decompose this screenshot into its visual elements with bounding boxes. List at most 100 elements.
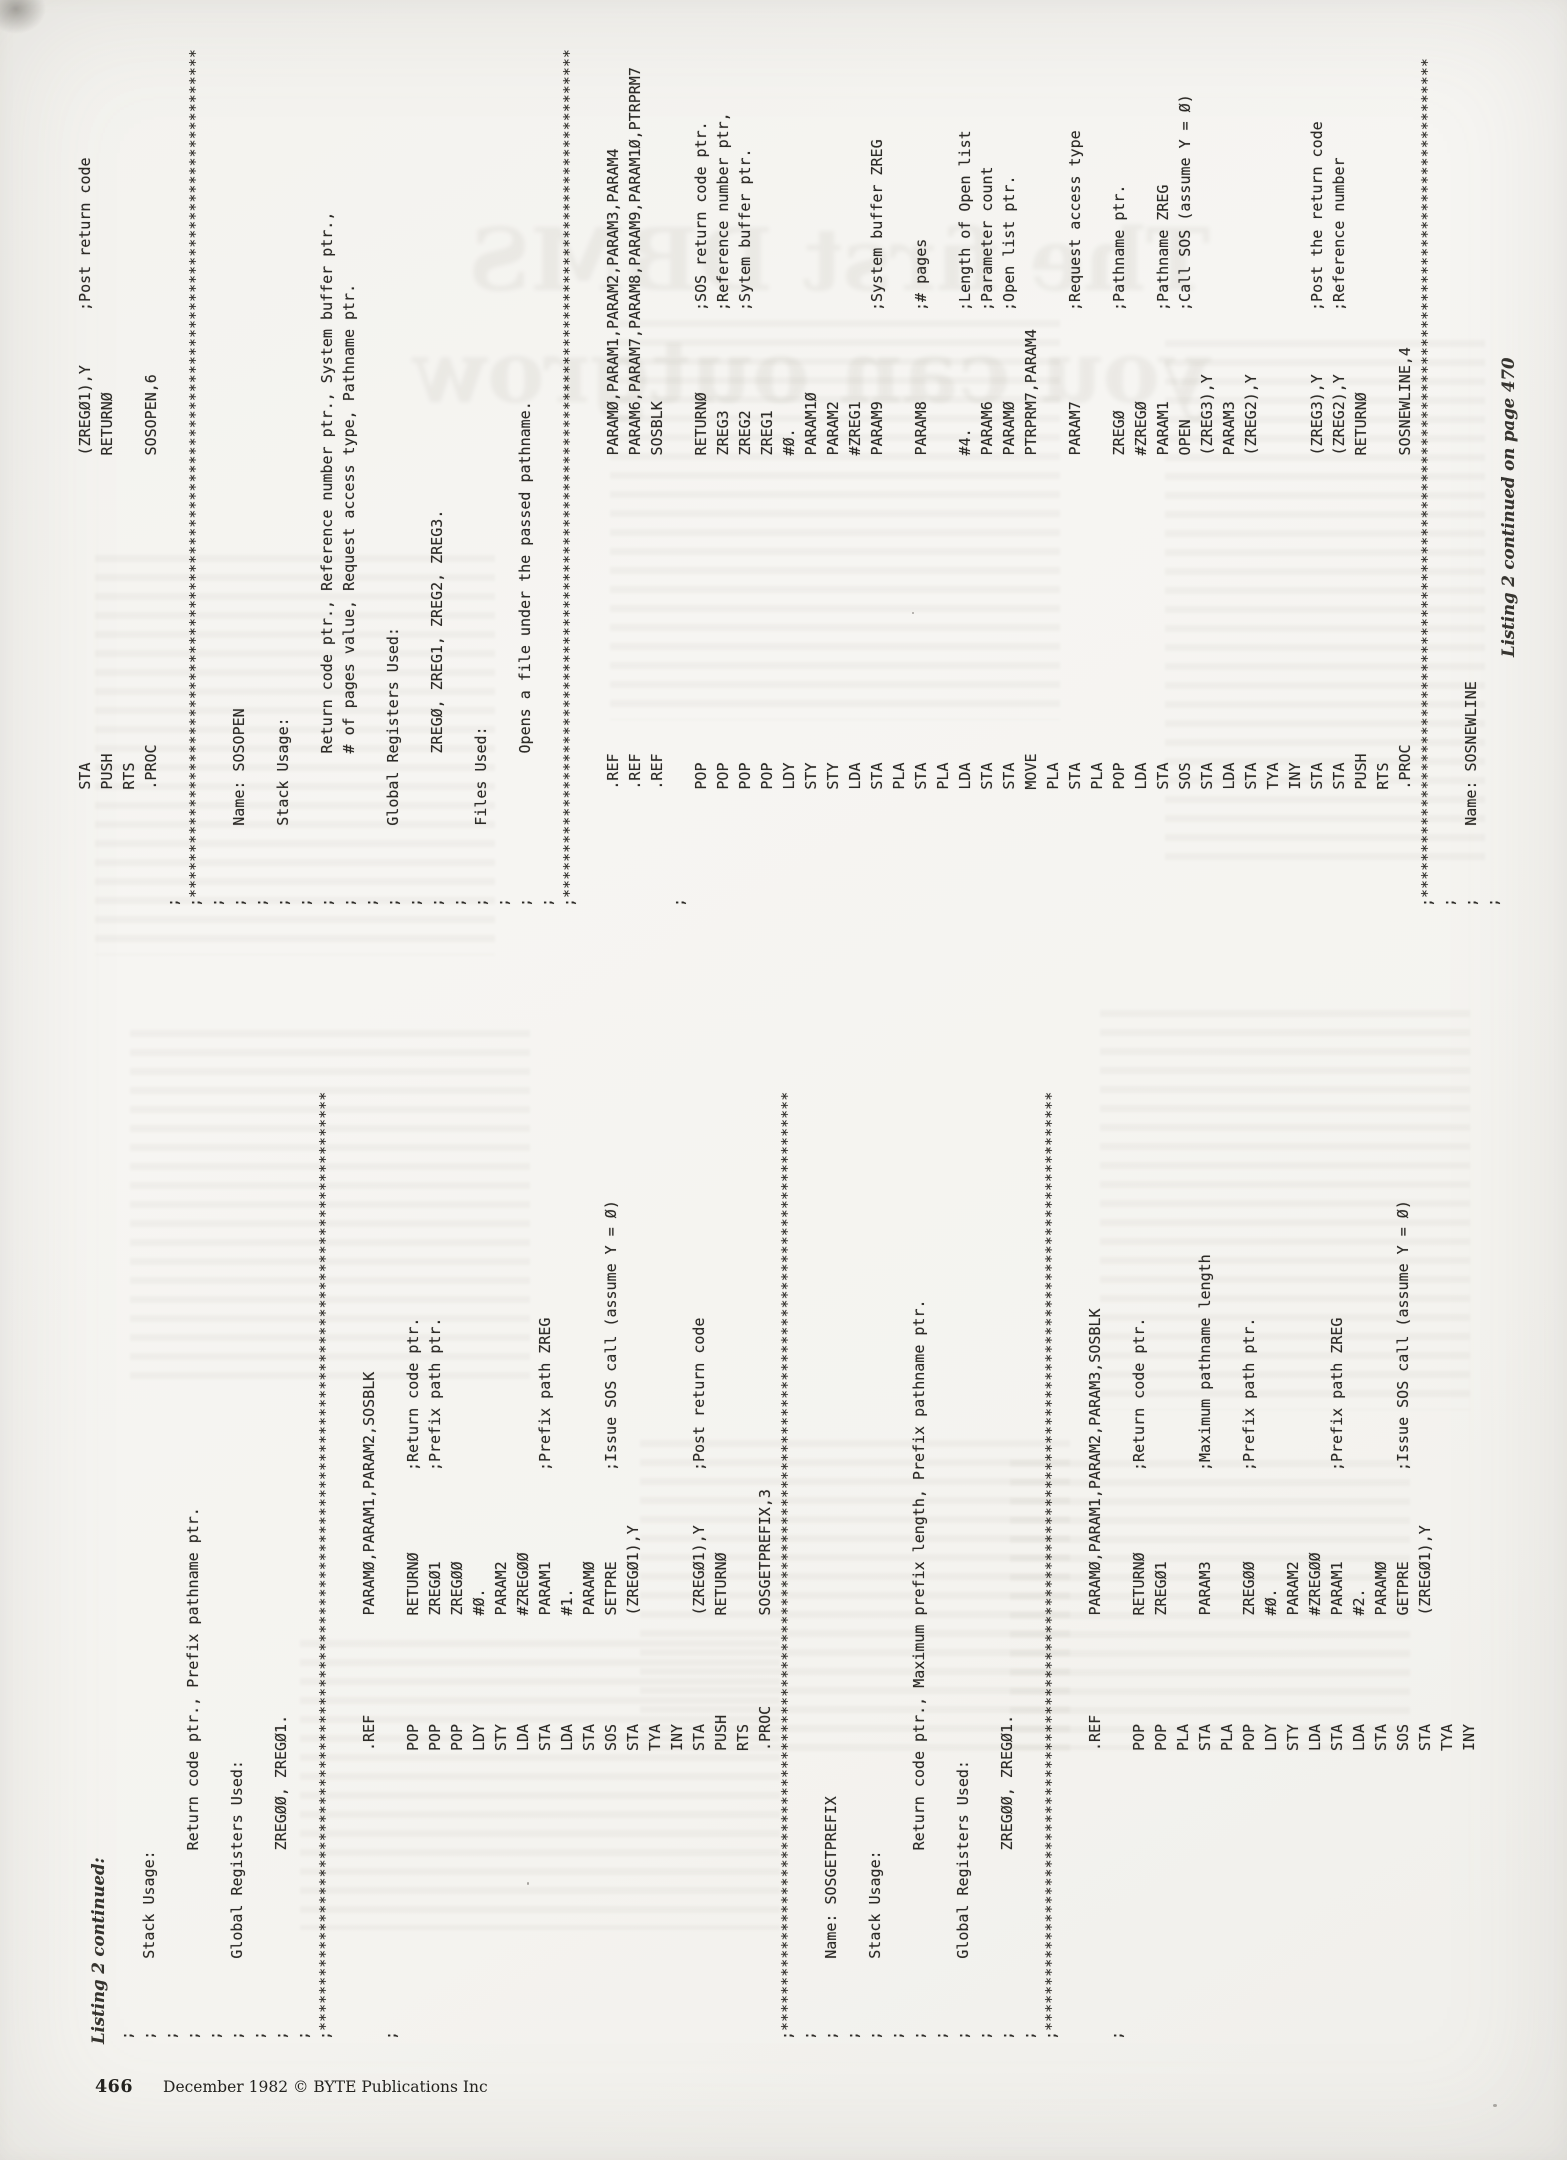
code-line: ; Stack Usage: bbox=[866, 1850, 884, 2040]
code-line: ; Name: SOSGETPREFIX bbox=[822, 1796, 840, 2040]
code-line: STA (ZREGØ1),Y bbox=[624, 1525, 642, 2040]
code-line: ; bbox=[362, 897, 380, 907]
code-line: STA PARAM6 ;Parameter count bbox=[978, 166, 996, 907]
code-line: .PROC SOSNEWLINE,4 bbox=[1396, 347, 1414, 907]
code-line: ; bbox=[296, 897, 314, 907]
listing-column-right: STA (ZREGØ1),Y ;Post return code PUSH RE… bbox=[74, 49, 1526, 907]
code-line: INY bbox=[1286, 762, 1304, 907]
code-line bbox=[94, 1092, 116, 2040]
code-line: INY bbox=[1460, 1723, 1478, 2040]
code-line: STY PARAM2 bbox=[1284, 1561, 1302, 2040]
code-line: ; bbox=[538, 897, 556, 907]
code-line: ; bbox=[1108, 2030, 1126, 2040]
code-line: POP ZREG1 bbox=[758, 410, 776, 907]
code-line: LDA #2. bbox=[1350, 1588, 1368, 2040]
code-line: SOS OPEN ;Call SOS (assume Y = Ø) bbox=[1176, 94, 1194, 907]
code-line: POP ZREGØØ ;Prefix path ptr. bbox=[1240, 1317, 1258, 2040]
code-line: ; bbox=[382, 2030, 400, 2040]
code-line: POP ZREG3 ;Reference number ptr, bbox=[714, 112, 732, 907]
code-line: STA PARAM3 ;Maximum pathname length bbox=[1196, 1254, 1214, 2040]
code-line: ; bbox=[670, 897, 688, 907]
code-line: TYA bbox=[646, 1723, 664, 2040]
code-line: STA PARAM9 ;System buffer ZREG bbox=[868, 139, 886, 907]
code-line: PLA bbox=[1218, 1723, 1236, 2040]
code-line: ; bbox=[252, 897, 270, 907]
code-line: STY PARAM2 bbox=[824, 401, 842, 907]
code-line: MOVE PTRPRM7,PARAM4 bbox=[1022, 329, 1040, 907]
code-line: ; ZREGØ, ZREG1, ZREG2, ZREG3. bbox=[428, 509, 446, 907]
code-line: PLA bbox=[1044, 762, 1062, 907]
code-line: POP RETURNØ ;Return code ptr. bbox=[1130, 1317, 1148, 2040]
code-line: LDA #ZREGØ bbox=[1132, 401, 1150, 907]
code-line: STA (ZREGØ1),Y bbox=[1416, 1525, 1434, 2040]
code-line: .REF PARAMØ,PARAM1,PARAM2,SOSBLK bbox=[360, 1371, 378, 2040]
code-line: ; Global Registers Used: bbox=[384, 627, 402, 907]
code-line: STA (ZREG2),Y bbox=[1242, 374, 1260, 907]
code-line: PLA bbox=[1088, 762, 1106, 907]
code-line: RTS bbox=[734, 1723, 752, 2040]
code-line: ; Stack Usage: bbox=[274, 717, 292, 907]
code-line: ; # of pages value, Request access type,… bbox=[340, 283, 358, 907]
code-line: LDA #ZREGØØ bbox=[1306, 1552, 1324, 2040]
code-line: ; Name: SOSNEWLINE bbox=[1462, 681, 1480, 907]
listing-column-left: ; ; Stack Usage:; ; Return code ptr., Pref… bbox=[94, 1092, 1480, 2040]
code-line: LDA #ZREGØØ bbox=[514, 1552, 532, 2040]
code-line: LDA PARAM3 bbox=[1220, 401, 1238, 907]
code-line: STA (ZREG2),Y ;Reference number bbox=[1330, 157, 1348, 907]
code-line: STA PARAMØ ;Open list ptr. bbox=[1000, 175, 1018, 907]
code-line: ;***************************************… bbox=[560, 49, 578, 907]
code-line: ; bbox=[800, 2030, 818, 2040]
code-line: ; Opens a file under the passed pathname… bbox=[516, 401, 534, 907]
code-line: ;***************************************… bbox=[1418, 58, 1436, 907]
code-line: LDY #Ø. bbox=[780, 428, 798, 907]
code-line: SOS GETPRE ;Issue SOS call (assume Y = Ø… bbox=[1394, 1200, 1412, 2040]
code-line: STA PARAM7 ;Request access type bbox=[1066, 130, 1084, 907]
code-line: POP ZREGØ1 ;Prefix path ptr. bbox=[426, 1317, 444, 2040]
code-line: ; Name: SOSOPEN bbox=[230, 708, 248, 907]
code-line: ; bbox=[162, 2030, 180, 2040]
code-line: ; bbox=[976, 2030, 994, 2040]
code-line: ; bbox=[450, 897, 468, 907]
code-line: STA PARAM8 ;# pages bbox=[912, 238, 930, 907]
code-line: INY bbox=[668, 1723, 686, 2040]
code-line: ; bbox=[494, 897, 512, 907]
code-line: .REF PARAMØ,PARAM1,PARAM2,PARAM3,PARAM4 bbox=[604, 148, 622, 907]
footer-credit: December 1982 © BYTE Publications Inc bbox=[163, 2078, 488, 2096]
listing-continuation-caption: Listing 2 continued on page 470 bbox=[1499, 357, 1518, 657]
code-line: STA PARAMØ bbox=[580, 1561, 598, 2040]
scan-corner-smudge bbox=[0, 0, 46, 34]
code-line: STA PARAM1 ;Pathname ZREG bbox=[1154, 184, 1172, 907]
code-line: .REF SOSBLK bbox=[648, 401, 666, 907]
code-line: .REF PARAMØ,PARAM1,PARAM2,PARAM3,SOSBLK bbox=[1086, 1308, 1104, 2040]
code-line: STY PARAM2 bbox=[492, 1561, 510, 2040]
code-line: ;***************************************… bbox=[1042, 1091, 1060, 2040]
code-line: ; bbox=[208, 897, 226, 907]
code-line: POP ZREG2 ;Sytem buffer ptr. bbox=[736, 148, 754, 907]
code-line: .PROC SOSGETPREFIX,3 bbox=[756, 1489, 774, 2040]
code-line: ; Return code ptr., Maximum prefix lengt… bbox=[910, 1299, 928, 2040]
page-footer: 466 December 1982 © BYTE Publications Inc bbox=[95, 2076, 488, 2098]
code-line: .REF PARAM6,PARAM7,PARAM8,PARAM9,PARAM1Ø… bbox=[626, 67, 644, 907]
code-line: ; Stack Usage: bbox=[140, 1850, 158, 2040]
code-line bbox=[580, 49, 602, 907]
code-line: POP RETURNØ ;SOS return code ptr. bbox=[692, 121, 710, 907]
code-line: PLA bbox=[890, 762, 908, 907]
code-line bbox=[1062, 1092, 1084, 2040]
code-line: LDY #Ø. bbox=[470, 1588, 488, 2040]
code-line: PLA bbox=[1174, 1723, 1192, 2040]
code-line: STA PARAMØ bbox=[1372, 1561, 1390, 2040]
code-line: ; bbox=[164, 897, 182, 907]
scan-speck bbox=[527, 1882, 529, 1885]
code-line: STA (ZREG3),Y ;Post the return code bbox=[1308, 121, 1326, 907]
code-line: POP RETURNØ ;Return code ptr. bbox=[404, 1317, 422, 2040]
code-line: SOS SETPRE ;Issue SOS call (assume Y = Ø… bbox=[602, 1200, 620, 2040]
code-line: STA (ZREG3),Y bbox=[1198, 374, 1216, 907]
code-line: ; bbox=[1440, 897, 1458, 907]
code-line: RTS bbox=[120, 762, 138, 907]
code-line: LDY #Ø. bbox=[1262, 1588, 1280, 2040]
code-line: TYA bbox=[1438, 1723, 1456, 2040]
code-line: ; bbox=[1020, 2030, 1038, 2040]
code-line: TYA bbox=[1264, 762, 1282, 907]
code-line: ;***************************************… bbox=[316, 1091, 334, 2040]
